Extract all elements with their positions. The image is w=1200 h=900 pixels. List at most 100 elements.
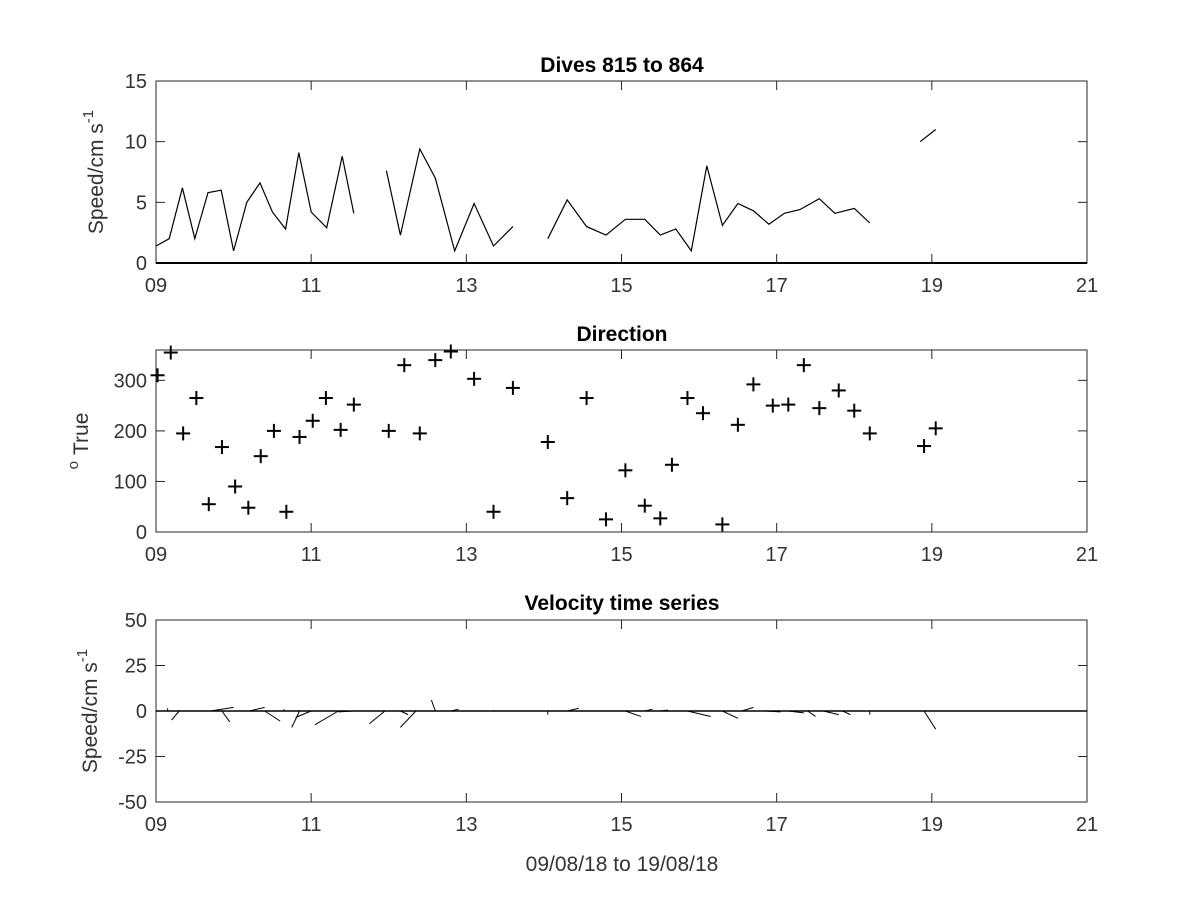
x-tick-label: 17 [766,814,788,836]
velocity-panel-xlabel: 09/08/18 to 19/08/18 [526,853,719,876]
direction-point [746,377,761,392]
speed-line-segment [155,152,355,252]
x-tick-label: 09 [145,275,167,297]
direction-point [292,429,307,444]
y-tick-label: -50 [118,792,147,814]
x-tick-label: 09 [145,544,167,566]
direction-series [150,344,943,532]
x-tick-label: 11 [301,814,322,836]
velocity-stick [741,706,754,712]
velocity-stick [842,710,851,716]
direction-point [397,358,412,373]
direction-point [847,403,862,418]
speed-panel-ylabel: Speed/cm s-1 [80,110,108,234]
velocity-panel-title: Velocity time series [525,592,720,615]
x-tick-label: 11 [301,544,322,566]
velocity-stick [788,710,804,714]
velocity-panel-ylabel: Speed/cm s-1 [74,649,102,773]
direction-point [150,368,165,383]
x-tick-label: 21 [1076,814,1098,836]
x-tick-label: 15 [610,544,632,566]
x-tick-label: 17 [766,544,788,566]
speed-series [155,129,1087,264]
x-tick-label: 11 [301,275,322,297]
x-tick-label: 13 [455,814,477,836]
velocity-stick [722,710,739,719]
velocity-stick [314,710,339,726]
direction-point [428,353,443,368]
direction-point [765,398,780,413]
velocity-stick [687,710,711,717]
direction-point [346,397,361,412]
velocity-stick [660,709,669,712]
direction-panel-ylabel: oTrue [65,413,93,470]
velocity-series [156,699,1087,730]
direction-point [201,497,216,512]
direction-point [486,504,501,519]
y-tick-label: 15 [125,71,147,93]
direction-point [189,391,204,406]
direction-point [318,391,333,406]
direction-point [241,500,256,515]
direction-point [412,426,427,441]
velocity-stick [221,710,231,723]
velocity-stick [923,710,937,730]
x-tick-label: 21 [1076,544,1098,566]
speed-line-segment [385,147,514,253]
speed-plot-area [155,80,1088,264]
direction-panel: Direction 09 11 13 15 17 19 21 0 100 200 300 oTrue [65,323,1098,566]
direction-point [579,391,594,406]
velocity-stick [430,699,436,712]
x-tick-label: 19 [921,814,943,836]
direction-point [253,449,268,464]
direction-point [928,421,943,436]
velocity-stick [567,707,579,712]
velocity-stick [291,710,300,728]
direction-point [163,345,178,360]
y-tick-label: 100 [114,471,147,493]
direction-point [598,512,613,527]
velocity-stick [400,710,417,728]
y-tick-label: 25 [125,656,147,678]
direction-point [862,426,877,441]
direction-point [831,383,846,398]
direction-ticks: 09 11 13 15 17 19 21 0 100 200 300 [114,350,1098,566]
direction-plot-area [155,349,1088,533]
speed-line-segment [547,165,871,253]
direction-point [333,422,348,437]
y-tick-label: 10 [125,132,147,154]
x-tick-label: 15 [610,275,632,297]
velocity-panel: Velocity time series 09 11 13 15 17 19 21 -50 -2… [74,592,1098,876]
x-tick-label: 09 [145,814,167,836]
direction-point [381,423,396,438]
direction-point [467,371,482,386]
direction-point [540,435,555,450]
direction-point [812,401,827,416]
direction-point [266,423,281,438]
direction-point [279,504,294,519]
direction-point [560,491,575,506]
direction-point [653,511,668,526]
velocity-stick [764,710,781,713]
velocity-stick [400,710,409,716]
y-tick-label: 300 [114,370,147,392]
velocity-stick [807,710,816,717]
speed-ticks: 09 11 13 15 17 19 21 0 5 10 15 [125,71,1098,297]
x-tick-label: 19 [921,275,943,297]
y-tick-label: 5 [136,192,147,214]
direction-point [715,517,730,532]
direction-point [664,457,679,472]
direction-point [505,380,520,395]
x-tick-label: 13 [455,275,477,297]
velocity-stick [450,708,459,712]
direction-point [730,417,745,432]
velocity-stick [295,710,312,718]
direction-point [305,413,320,428]
velocity-stick [644,708,653,712]
speed-line-segment [919,129,937,143]
x-tick-label: 19 [921,544,943,566]
direction-point [695,406,710,421]
direction-point [443,344,458,359]
y-tick-label: 50 [125,610,147,632]
